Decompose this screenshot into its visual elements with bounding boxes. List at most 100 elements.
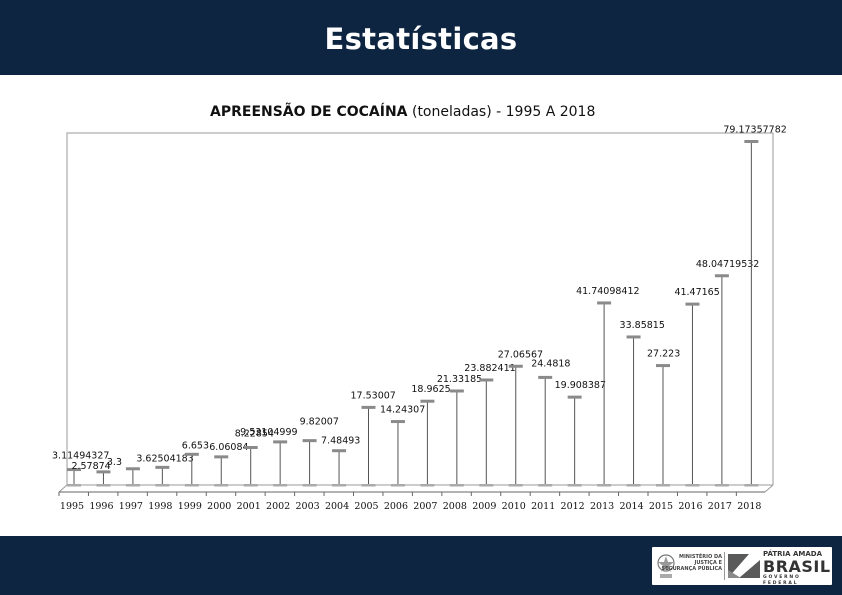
ministry-line: JUSTIÇA E [694,560,723,566]
x-tick-label: 2018 [737,501,761,512]
data-label: 17.53007 [351,390,396,401]
cocaine-seizure-chart: 3.11494327 1995 2.57874 1996 3.3 1997 3.625041… [52,125,787,513]
chart-floor-edge [58,484,68,493]
data-label: 79.17357782 [723,125,786,136]
coat-of-arms-icon [657,554,675,578]
bar-cap [361,405,376,409]
data-label: 19.908387 [555,380,606,391]
data-label: 3.62504183 [136,453,193,464]
ministry-name: MINISTÉRIO DA JUSTIÇA E SEGURANÇA PÚBLIC… [654,554,723,572]
data-label: 48.04719532 [696,259,759,270]
x-tick-label: 2009 [472,501,496,512]
x-tick-label: 2005 [354,501,378,512]
bar-cap [567,395,582,399]
x-tick-label: 2000 [207,501,231,512]
bar-cap [390,420,405,424]
data-label: 6.653 [182,440,209,451]
x-tick-label: 2006 [384,501,408,512]
page-title: Estatísticas [324,21,518,56]
x-tick-label: 2017 [708,501,732,512]
chart-title: APREENSÃO DE COCAÍNA (toneladas) - 1995 … [210,104,630,120]
bar-base [67,484,81,487]
data-label: 27.06567 [498,349,543,360]
data-label: 23.882411 [464,363,515,374]
brasil-flag-icon [728,554,760,578]
bar-base [567,484,582,487]
bar-base [597,484,612,487]
bar-cap [155,465,170,469]
bar-base [538,484,553,487]
bar-cap [332,449,347,453]
bar-cap [67,468,81,472]
ministry-line: MINISTÉRIO DA [678,554,722,560]
bar-cap [420,399,435,403]
header-bar [0,0,842,75]
bar-base [656,484,670,487]
data-label: 9.82007 [300,417,339,428]
bar-base [96,484,111,487]
x-tick-label: 2016 [678,501,702,512]
data-label: 14.24307 [380,405,425,416]
brand-slogan: PÁTRIA AMADA [763,550,823,558]
x-tick-label: 2010 [502,501,526,512]
bar-base [420,484,435,487]
bar-cap [508,364,523,368]
x-tick-label: 2003 [296,501,320,512]
data-label: 2.57874 [71,461,110,472]
bar-cap [125,467,140,471]
bar-cap [449,389,464,393]
chart-back-frame [66,132,774,485]
chart-floor-edge [764,484,774,493]
bar-cap [626,335,641,339]
x-tick-label: 2007 [413,501,437,512]
bar-cap [714,274,729,278]
data-label: 41.74098412 [576,286,639,297]
bar-base [744,484,759,487]
data-label: 18.9625 [411,384,450,395]
brand-subtitle: GOVERNO FEDERAL [763,575,801,586]
bar-cap [243,446,258,450]
logo-divider [724,552,725,580]
data-label: 7.48493 [321,436,360,447]
bar-base [479,484,494,487]
brand-text: PÁTRIA AMADA BRASIL GOVERNO FEDERAL [763,550,831,587]
bar-cap [273,440,288,444]
bar-base [714,484,729,487]
bar-base [626,484,641,487]
data-label: 27.223 [647,349,680,360]
bar-cap [538,375,553,379]
x-tick-label: 2004 [325,501,349,512]
data-label: 6.06084 [209,442,248,453]
x-tick-label: 2015 [649,501,673,512]
bar-base [243,484,258,487]
bar-base [449,484,464,487]
x-tick-label: 1997 [119,501,143,512]
bar-cap [96,470,111,474]
data-label: 41.47165 [674,287,719,298]
data-label: 3.11494327 [52,451,109,462]
bar-base [685,484,700,487]
x-tick-label: 1995 [60,501,84,512]
x-tick-label: 2008 [443,501,467,512]
bar-cap [184,452,199,456]
bar-base [361,484,376,487]
chart-title-suffix: (toneladas) - 1995 A 2018 [407,104,596,120]
bar-base [390,484,405,487]
x-tick-label: 2013 [590,501,614,512]
data-label: 3.3 [107,457,122,468]
x-tick-label: 2002 [266,501,290,512]
brand-name: BRASIL [763,557,831,576]
bar-cap [685,302,700,306]
government-logo-panel: MINISTÉRIO DA JUSTIÇA E SEGURANÇA PÚBLIC… [652,547,832,587]
bar-base [125,484,140,487]
bar-cap [479,378,494,382]
bar-cap [597,301,612,305]
bar-cap [214,455,229,459]
data-label: 8.22854 [235,429,274,440]
data-label: 24.4818 [531,358,570,369]
data-label: 33.85815 [620,320,665,331]
bar-base [302,484,317,487]
bar-cap [656,364,670,368]
bar-base [332,484,347,487]
bar-base [508,484,523,487]
